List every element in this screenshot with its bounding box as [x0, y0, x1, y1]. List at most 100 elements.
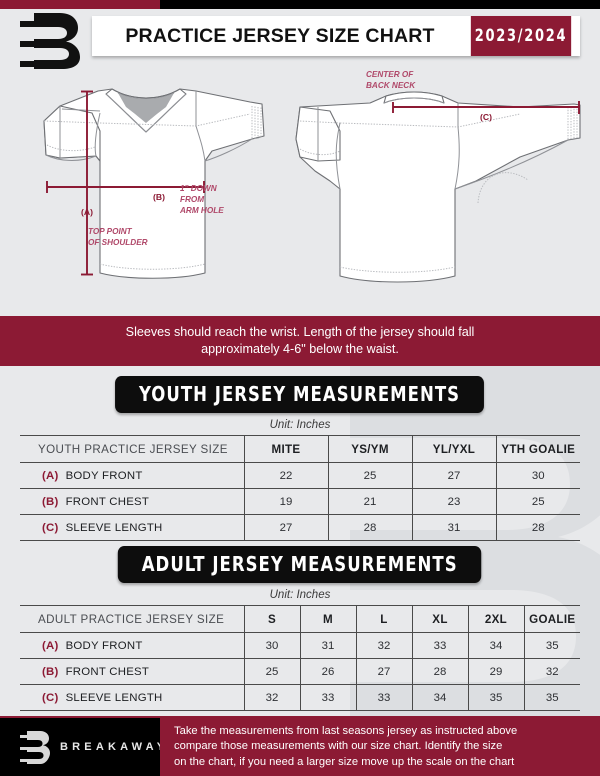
table-row: (B) FRONT CHEST 19 21 23 25 [20, 488, 580, 515]
adult-r2-c5: 35 [468, 684, 525, 711]
footer-brand-name: BREAKAWAY [60, 741, 169, 753]
footer-instructions: Take the measurements from last seasons … [160, 718, 600, 776]
adult-r2-c3: 33 [356, 684, 413, 711]
fit-note-line1: Sleeves should reach the wrist. Length o… [125, 325, 475, 339]
fit-note-line2: approximately 4-6" below the waist. [201, 342, 399, 356]
table-row: (A) BODY FRONT 30 31 32 33 34 35 [20, 632, 580, 659]
youth-r1-c2: 21 [328, 488, 413, 515]
front-jersey-illustration: (A) TOP POINT OF SHOULDER (B) 1" DOWN FR… [43, 88, 265, 279]
season-year-badge: 2023/2024 [470, 16, 572, 56]
table-row: (B) FRONT CHEST 25 26 27 28 29 32 [20, 658, 580, 685]
youth-row-2-mark: (C) [42, 521, 59, 534]
adult-col-1: S [244, 605, 301, 633]
youth-section: YOUTH JERSEY MEASUREMENTS Unit: Inches Y… [0, 366, 600, 541]
page-footer: BREAKAWAY Take the measurements from las… [0, 718, 600, 776]
adult-row-0-name: BODY FRONT [65, 639, 143, 652]
back-label-c: (C) [480, 112, 492, 122]
youth-row-1-name: FRONT CHEST [65, 495, 150, 508]
adult-table-header-row: ADULT PRACTICE JERSEY SIZE S M L XL 2XL … [20, 605, 580, 633]
back-jersey-illustration: CENTER OF BACK NECK (C) [295, 70, 581, 283]
adult-col-6: GOALIE [524, 605, 580, 633]
adult-r1-c3: 27 [356, 658, 413, 685]
adult-r2-c2: 33 [300, 684, 357, 711]
youth-size-table: YOUTH PRACTICE JERSEY SIZE MITE YS/YM YL… [20, 435, 580, 541]
adult-size-table: ADULT PRACTICE JERSEY SIZE S M L XL 2XL … [20, 605, 580, 711]
adult-r0-c3: 32 [356, 632, 413, 659]
adult-r1-c5: 29 [468, 658, 525, 685]
adult-col-4: XL [412, 605, 469, 633]
adult-col-0: ADULT PRACTICE JERSEY SIZE [20, 605, 245, 633]
footer-instruction-line1: Take the measurements from last seasons … [174, 724, 518, 737]
back-note-c-line2: BACK NECK [366, 81, 416, 90]
youth-row-0-mark: (A) [42, 469, 59, 482]
youth-r1-c4: 25 [496, 488, 580, 515]
adult-r2-c1: 32 [244, 684, 301, 711]
front-note-b-line1: 1" DOWN [180, 184, 218, 193]
youth-r0-c4: 30 [496, 462, 580, 489]
jersey-diagram: .jo{fill:#ffffff;stroke:#6e7074;stroke-w… [0, 61, 600, 313]
youth-row-2-label: (C) SLEEVE LENGTH [20, 514, 245, 541]
page-header: PRACTICE JERSEY SIZE CHART 2023/2024 [0, 9, 600, 69]
front-note-b-line2: FROM [180, 195, 204, 204]
adult-unit-label: Unit: Inches [269, 589, 331, 601]
youth-r1-c1: 19 [244, 488, 329, 515]
adult-section-title: ADULT JERSEY MEASUREMENTS [118, 546, 482, 583]
youth-r1-c3: 23 [412, 488, 497, 515]
adult-r2-c4: 34 [412, 684, 469, 711]
adult-row-2-label: (C) SLEEVE LENGTH [20, 684, 245, 711]
back-note-c-line1: CENTER OF [366, 70, 414, 79]
youth-row-1-mark: (B) [42, 495, 59, 508]
youth-table-header-row: YOUTH PRACTICE JERSEY SIZE MITE YS/YM YL… [20, 435, 580, 463]
front-note-a-line2: OF SHOULDER [88, 238, 148, 247]
youth-unit-label: Unit: Inches [269, 419, 331, 431]
adult-section: ADULT JERSEY MEASUREMENTS Unit: Inches A… [0, 536, 600, 711]
adult-r2-c6: 35 [524, 684, 580, 711]
front-label-b: (B) [153, 192, 165, 202]
youth-section-title: YOUTH JERSEY MEASUREMENTS [115, 376, 485, 413]
youth-row-2-name: SLEEVE LENGTH [65, 521, 163, 534]
top-strip-black [160, 0, 600, 9]
footer-brand-block: BREAKAWAY [0, 718, 164, 776]
adult-r0-c6: 35 [524, 632, 580, 659]
youth-col-0: YOUTH PRACTICE JERSEY SIZE [20, 435, 245, 463]
adult-row-0-label: (A) BODY FRONT [20, 632, 245, 659]
youth-col-1: MITE [244, 435, 329, 463]
youth-r0-c3: 27 [412, 462, 497, 489]
adult-row-0-mark: (A) [42, 639, 59, 652]
adult-row-1-label: (B) FRONT CHEST [20, 658, 245, 685]
youth-col-3: YL/YXL [412, 435, 497, 463]
adult-r0-c5: 34 [468, 632, 525, 659]
fit-note-banner: Sleeves should reach the wrist. Length o… [0, 316, 600, 366]
youth-r2-c1: 27 [244, 514, 329, 541]
footer-instruction-line3: on the chart, if you need a larger size … [174, 755, 515, 768]
adult-r0-c4: 33 [412, 632, 469, 659]
youth-col-4: YTH GOALIE [496, 435, 580, 463]
breakaway-b-logo-icon [20, 730, 50, 764]
footer-top-accent-line [0, 716, 600, 718]
adult-col-5: 2XL [468, 605, 525, 633]
youth-row-1-label: (B) FRONT CHEST [20, 488, 245, 515]
youth-row-0-name: BODY FRONT [65, 469, 143, 482]
footer-instruction-line2: compare those measurements with our size… [174, 740, 503, 753]
adult-r0-c2: 31 [300, 632, 357, 659]
adult-row-1-name: FRONT CHEST [65, 665, 150, 678]
front-note-a-line1: TOP POINT [88, 227, 133, 236]
adult-r1-c1: 25 [244, 658, 301, 685]
top-strip-maroon [0, 0, 160, 9]
table-row: (A) BODY FRONT 22 25 27 30 [20, 462, 580, 489]
adult-row-2-mark: (C) [42, 691, 59, 704]
adult-r1-c2: 26 [300, 658, 357, 685]
front-label-a: (A) [81, 207, 93, 217]
adult-r0-c1: 30 [244, 632, 301, 659]
adult-r1-c4: 28 [412, 658, 469, 685]
youth-row-0-label: (A) BODY FRONT [20, 462, 245, 489]
page-title: PRACTICE JERSEY SIZE CHART [125, 24, 435, 47]
adult-col-2: M [300, 605, 357, 633]
adult-row-1-mark: (B) [42, 665, 59, 678]
title-bar: PRACTICE JERSEY SIZE CHART 2023/2024 [92, 16, 580, 56]
adult-r1-c6: 32 [524, 658, 580, 685]
adult-col-3: L [356, 605, 413, 633]
youth-r0-c1: 22 [244, 462, 329, 489]
youth-col-2: YS/YM [328, 435, 413, 463]
youth-r0-c2: 25 [328, 462, 413, 489]
